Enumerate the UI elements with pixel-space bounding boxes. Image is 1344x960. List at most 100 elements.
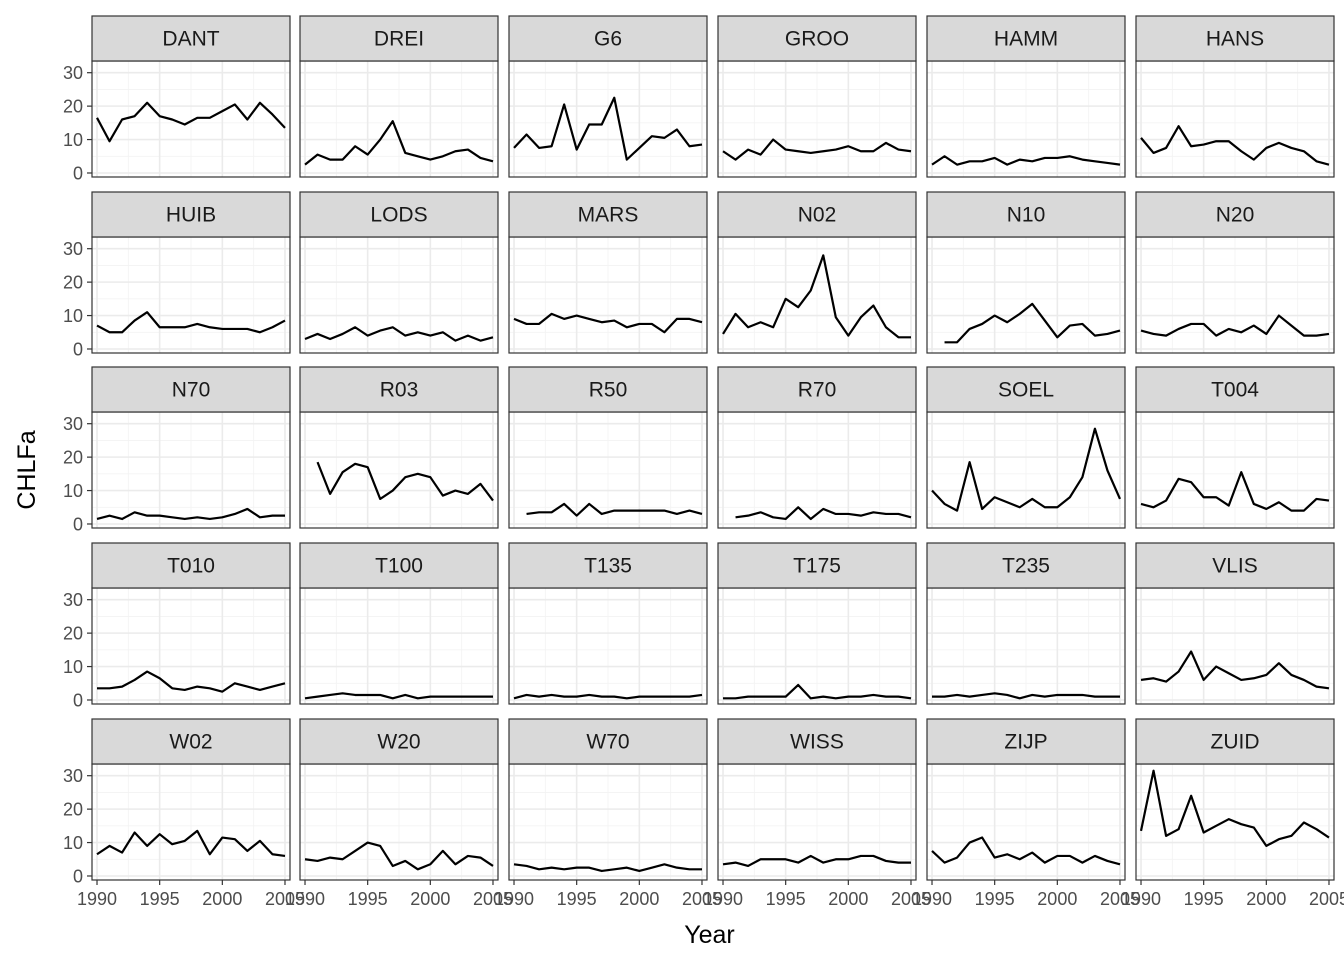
facet-strip xyxy=(91,15,291,62)
series-line-huib xyxy=(96,311,286,334)
x-tick-label: 2005 xyxy=(682,889,722,909)
series-line-t100 xyxy=(304,692,493,700)
facet-strip-label: R03 xyxy=(380,379,419,402)
facet-panel-g6: G6 xyxy=(508,15,708,178)
x-tick-label: 2005 xyxy=(1309,889,1344,909)
facet-strip-label: GROO xyxy=(785,28,849,51)
series-line-n20 xyxy=(1140,314,1330,337)
series-line-t010 xyxy=(97,670,286,693)
x-tick-label: 1990 xyxy=(285,889,325,909)
y-tick-label: 20 xyxy=(63,97,83,117)
facet-panel-w20: W20 xyxy=(299,718,499,881)
x-tick-label: 1990 xyxy=(703,889,743,909)
facet-strip-label: T175 xyxy=(793,555,841,578)
series-line-r03 xyxy=(316,461,494,502)
x-tick-label: 1995 xyxy=(140,889,180,909)
facet-strip-label: R50 xyxy=(589,379,628,402)
facet-strip xyxy=(717,542,917,589)
facet-panel-dant: DANT xyxy=(91,15,291,178)
facet-panel-hans: HANS xyxy=(1135,15,1335,178)
x-axis-title: Year xyxy=(684,921,735,949)
facet-strip xyxy=(926,366,1126,413)
facet-strip xyxy=(717,15,917,62)
facet-strip xyxy=(926,15,1126,62)
x-tick-label: 2000 xyxy=(1037,889,1077,909)
facet-panel-hamm: HAMM xyxy=(926,15,1126,178)
series-line-hans xyxy=(1140,125,1330,166)
series-line-hamm xyxy=(931,155,1121,166)
facet-strip-label: DANT xyxy=(162,28,219,51)
facet-strip-label: HAMM xyxy=(994,28,1058,51)
facet-strip xyxy=(1135,15,1335,62)
facet-strip xyxy=(91,366,291,413)
y-tick-label: 0 xyxy=(73,514,83,534)
y-tick-label: 0 xyxy=(73,866,83,886)
facet-panel-wiss: WISS xyxy=(717,718,917,881)
facet-panels: DANT DREI G6 GROO HAMM HANS HUIB LODS MARS N02 N10… xyxy=(91,15,1335,881)
facet-strip xyxy=(299,542,499,589)
facet-panel-t135: T135 xyxy=(508,542,708,705)
series-line-dant xyxy=(96,101,286,143)
facet-strip xyxy=(508,542,708,589)
y-tick-label: 10 xyxy=(63,833,83,853)
series-line-zijp xyxy=(931,836,1121,866)
x-tick-label: 1990 xyxy=(912,889,952,909)
facet-panel-mars: MARS xyxy=(508,191,708,354)
x-tick-label: 1995 xyxy=(1184,889,1224,909)
facet-panel-groo: GROO xyxy=(717,15,917,178)
facet-panel-n70: N70 xyxy=(91,366,291,529)
facet-strip xyxy=(926,718,1126,765)
facet-strip-label: N10 xyxy=(1007,204,1046,227)
series-line-t004 xyxy=(1140,471,1330,512)
facet-panel-drei: DREI xyxy=(299,15,499,178)
series-line-n02 xyxy=(722,254,911,339)
facet-strip xyxy=(508,191,708,238)
facet-strip xyxy=(299,15,499,62)
x-tick-label: 2000 xyxy=(410,889,450,909)
facet-strip-label: MARS xyxy=(578,204,639,227)
y-tick-label: 30 xyxy=(63,63,83,83)
y-tick-label: 0 xyxy=(73,163,83,183)
facet-strip-label: SOEL xyxy=(998,379,1054,402)
x-tick-label: 1990 xyxy=(77,889,117,909)
y-tick-label: 20 xyxy=(63,273,83,293)
y-tick-label: 10 xyxy=(63,130,83,150)
y-axis-title: CHLFa xyxy=(13,430,41,509)
facet-strip xyxy=(91,191,291,238)
series-line-wiss xyxy=(722,854,911,868)
x-tick-label: 2005 xyxy=(473,889,513,909)
series-line-zuid xyxy=(1139,769,1330,847)
facet-panel-r70: R70 xyxy=(717,366,917,529)
y-tick-label: 20 xyxy=(63,448,83,468)
series-line-g6 xyxy=(513,96,703,161)
facet-strip xyxy=(299,366,499,413)
facet-panel-n10: N10 xyxy=(926,191,1126,354)
facet-panel-huib: HUIB xyxy=(91,191,291,354)
series-line-w70 xyxy=(513,863,702,873)
facet-panel-soel: SOEL xyxy=(926,366,1126,529)
facet-panel-n02: N02 xyxy=(717,191,917,354)
facet-strip-label: W70 xyxy=(586,731,629,754)
facet-panel-vlis: VLIS xyxy=(1135,542,1335,705)
facet-strip xyxy=(508,15,708,62)
y-tick-label: 30 xyxy=(63,590,83,610)
facet-strip xyxy=(926,542,1126,589)
facet-strip-label: W02 xyxy=(169,731,212,754)
x-tick-label: 2005 xyxy=(265,889,305,909)
facet-strip-label: ZIJP xyxy=(1004,731,1047,754)
y-tick-label: 10 xyxy=(63,657,83,677)
series-line-t135 xyxy=(513,693,703,700)
facet-strip-label: T004 xyxy=(1211,379,1259,402)
facet-strip xyxy=(1135,366,1335,413)
facet-strip-label: G6 xyxy=(594,28,622,51)
x-tick-label: 2005 xyxy=(891,889,931,909)
facet-strip-label: T235 xyxy=(1002,555,1050,578)
y-tick-label: 30 xyxy=(63,414,83,434)
facet-strip xyxy=(717,191,917,238)
facet-strip xyxy=(299,718,499,765)
facet-strip xyxy=(1135,191,1335,238)
facet-panel-lods: LODS xyxy=(299,191,499,354)
facet-strip-label: ZUID xyxy=(1211,731,1260,754)
y-tick-label: 10 xyxy=(63,481,83,501)
